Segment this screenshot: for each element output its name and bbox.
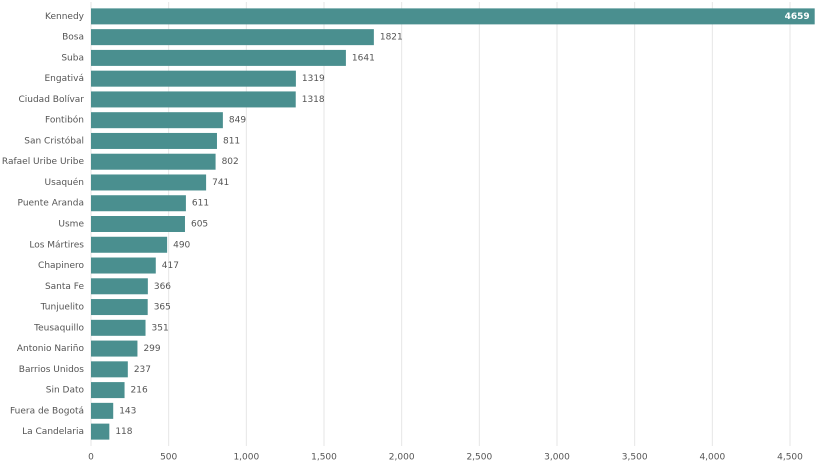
- y-tick-label: Ciudad Bolívar: [18, 95, 84, 105]
- data-label: 237: [134, 365, 151, 375]
- x-tick-label: 4,500: [777, 453, 803, 463]
- y-tick-label: Barrios Unidos: [19, 365, 84, 375]
- data-label: 118: [115, 427, 132, 437]
- bar: [91, 236, 168, 253]
- y-tick-label: La Candelaria: [22, 427, 84, 437]
- x-tick-label: 1,500: [311, 453, 337, 463]
- y-tick-label: Bosa: [62, 33, 84, 43]
- data-label: 1319: [302, 74, 325, 84]
- bar: [91, 174, 207, 191]
- y-tick-label: Suba: [61, 53, 84, 63]
- data-label: 417: [162, 261, 179, 271]
- x-tick-label: 4,000: [699, 453, 725, 463]
- x-tick-label: 3,000: [544, 453, 570, 463]
- bar: [91, 112, 223, 129]
- data-label: 351: [152, 323, 169, 333]
- data-label: 811: [223, 136, 240, 146]
- data-label: 366: [154, 282, 171, 292]
- y-tick-label: Teusaquillo: [33, 323, 84, 333]
- data-label: 802: [222, 157, 239, 167]
- bar: [91, 340, 138, 357]
- data-label: 605: [191, 220, 208, 230]
- data-label: 216: [131, 386, 148, 396]
- bar: [91, 299, 148, 316]
- x-tick-label: 0: [88, 453, 94, 463]
- bar: [91, 402, 114, 419]
- data-label: 490: [173, 240, 190, 250]
- y-tick-label: Fuera de Bogotá: [10, 406, 84, 416]
- y-tick-label: Engativá: [45, 74, 85, 84]
- data-label: 741: [212, 178, 229, 188]
- y-tick-label: Santa Fe: [45, 282, 85, 292]
- y-tick-label: Usme: [58, 220, 84, 230]
- bar: [91, 49, 346, 66]
- x-tick-label: 1,000: [233, 453, 259, 463]
- x-tick-label: 3,500: [622, 453, 648, 463]
- bar: [91, 382, 125, 399]
- y-tick-label: Antonio Nariño: [17, 344, 85, 354]
- x-tick-label: 2,500: [466, 453, 492, 463]
- y-tick-label: Usaquén: [45, 177, 84, 188]
- data-label: 849: [229, 116, 246, 126]
- bar: [91, 195, 186, 212]
- y-tick-label: Kennedy: [45, 12, 85, 22]
- bar: [91, 132, 217, 149]
- data-label: 1318: [302, 95, 325, 105]
- y-tick-label: Sin Dato: [46, 386, 85, 396]
- data-label: 611: [192, 199, 209, 209]
- bar: [91, 423, 110, 440]
- y-tick-label: San Cristóbal: [24, 135, 84, 146]
- x-tick-label: 500: [160, 453, 177, 463]
- bar: [91, 319, 146, 336]
- data-label: 1641: [352, 53, 375, 63]
- y-tick-label: Los Mártires: [29, 240, 84, 250]
- y-tick-label: Chapinero: [38, 261, 84, 271]
- bar: [91, 216, 185, 232]
- data-label: 1821: [380, 33, 403, 43]
- x-tick-label: 2,000: [389, 453, 415, 463]
- bar: [91, 70, 296, 87]
- bar: [91, 361, 128, 378]
- y-tick-label: Tunjuelito: [40, 303, 85, 313]
- y-tick-label: Rafael Uribe Uribe: [2, 157, 85, 167]
- bar: [91, 91, 296, 108]
- data-label: 365: [154, 303, 171, 313]
- y-tick-label: Fontibón: [45, 115, 84, 126]
- data-label: 299: [143, 344, 160, 354]
- bar: [91, 278, 148, 295]
- y-tick-label: Puente Aranda: [18, 199, 84, 209]
- bar: [91, 153, 216, 170]
- bar: [91, 29, 374, 46]
- bar: [91, 257, 156, 274]
- data-label: 143: [119, 406, 136, 416]
- data-label: 4659: [785, 12, 810, 22]
- bar: [91, 8, 815, 25]
